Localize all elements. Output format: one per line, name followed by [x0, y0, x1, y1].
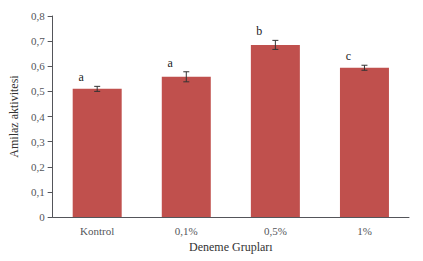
svg-text:1%: 1%: [357, 225, 372, 237]
svg-text:0,6: 0,6: [31, 60, 45, 72]
svg-text:0,5%: 0,5%: [264, 225, 287, 237]
svg-text:0,5: 0,5: [31, 85, 45, 97]
svg-text:0,3: 0,3: [31, 136, 45, 148]
svg-text:0,8: 0,8: [31, 10, 45, 22]
svg-text:0,1%: 0,1%: [175, 225, 198, 237]
svg-text:b: b: [256, 24, 262, 38]
svg-text:0,1: 0,1: [31, 186, 45, 198]
svg-text:0,4: 0,4: [31, 111, 45, 123]
svg-text:Kontrol: Kontrol: [80, 225, 114, 237]
svg-text:c: c: [346, 49, 351, 63]
svg-text:Deneme Grupları: Deneme Grupları: [189, 240, 273, 254]
svg-text:0,2: 0,2: [31, 161, 45, 173]
svg-text:Amilaz aktivitesi: Amilaz aktivitesi: [7, 75, 21, 158]
svg-text:0,7: 0,7: [31, 35, 45, 47]
svg-text:a: a: [78, 70, 84, 84]
svg-text:a: a: [168, 56, 174, 70]
svg-text:0: 0: [39, 211, 45, 223]
